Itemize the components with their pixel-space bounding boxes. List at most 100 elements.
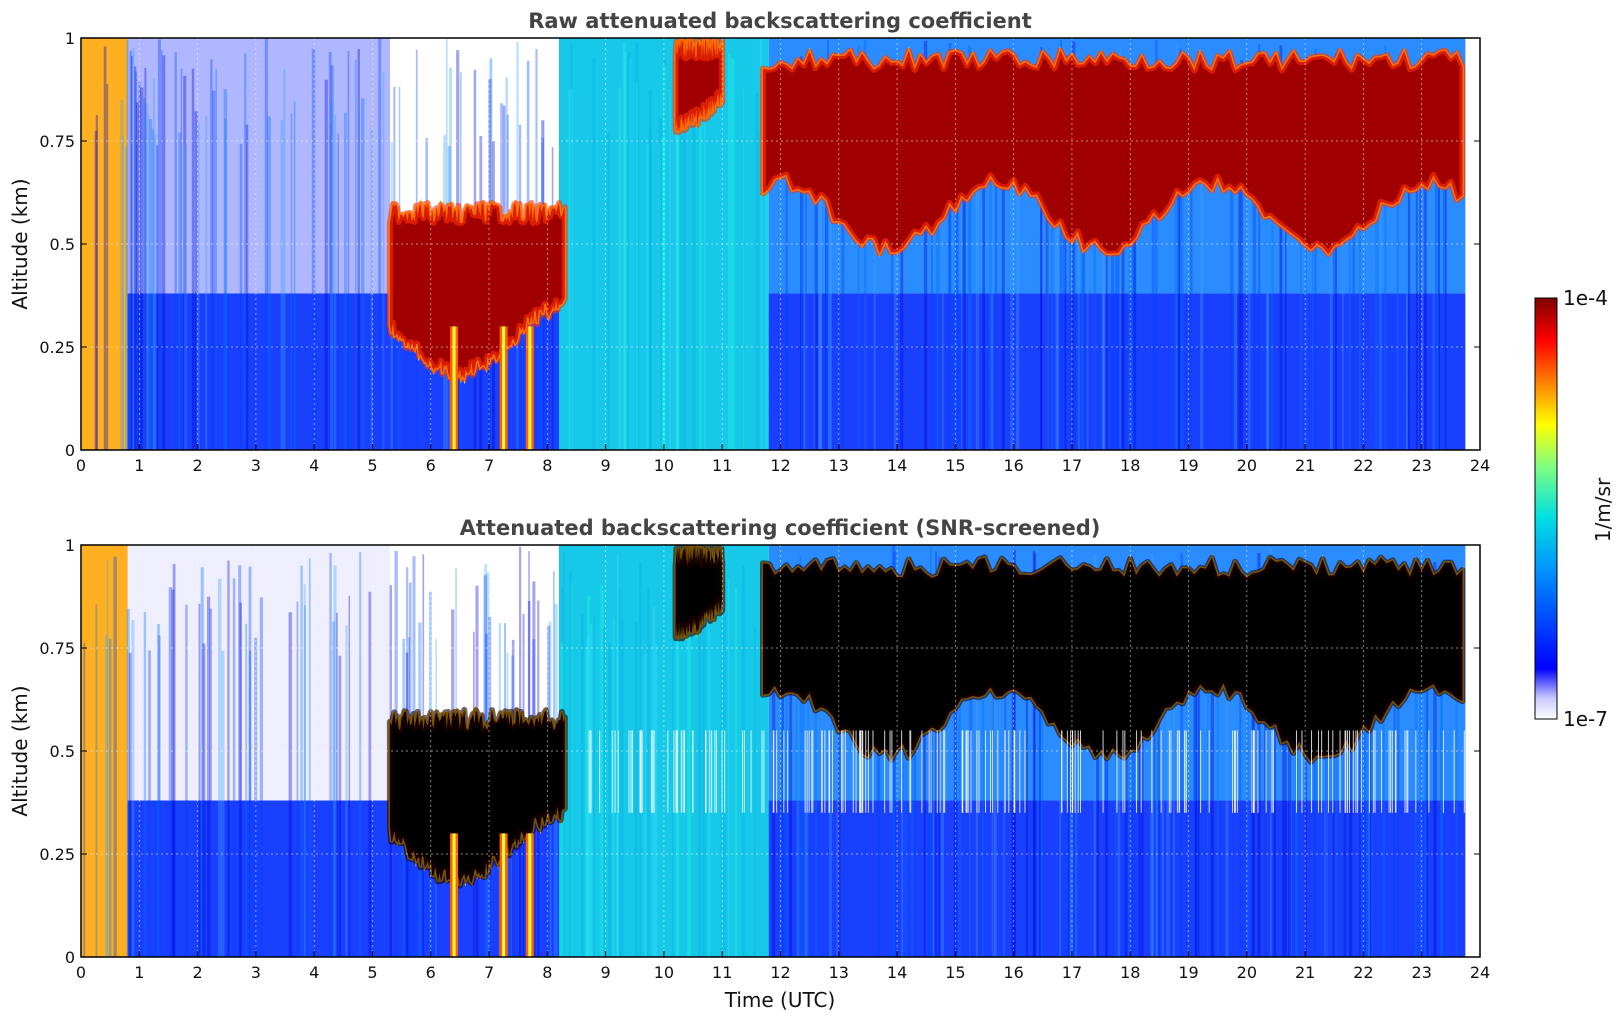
y-tick-label: 0 xyxy=(65,948,75,967)
texture-streak xyxy=(1263,608,1267,957)
texture-streak xyxy=(200,567,204,957)
texture-streak xyxy=(994,135,998,450)
screened-gap xyxy=(872,730,874,813)
screened-gap xyxy=(844,730,846,813)
texture-streak xyxy=(1289,621,1292,957)
texture-streak xyxy=(1151,79,1155,450)
screened-gap xyxy=(939,730,941,813)
texture-streak xyxy=(948,92,951,450)
texture-streak xyxy=(135,71,138,450)
screened-gap xyxy=(884,730,886,813)
x-tick-label: 19 xyxy=(1178,456,1198,475)
texture-streak xyxy=(378,38,382,450)
screened-gap xyxy=(783,730,785,813)
x-tick-label: 1 xyxy=(134,456,144,475)
screened-gap xyxy=(651,730,653,813)
texture-streak xyxy=(1375,84,1379,450)
cloud-core xyxy=(386,200,568,382)
texture-streak xyxy=(616,649,619,957)
texture-streak xyxy=(1062,105,1065,450)
screened-gap xyxy=(773,730,775,813)
texture-streak xyxy=(619,588,621,957)
screened-gap xyxy=(1415,730,1417,813)
texture-streak xyxy=(754,626,756,957)
texture-streak xyxy=(1233,112,1235,450)
texture-streak xyxy=(196,123,200,450)
x-tick-label: 17 xyxy=(1062,963,1082,982)
screened-gap xyxy=(1368,730,1370,813)
screened-gap xyxy=(1344,730,1346,813)
texture-streak xyxy=(1258,44,1261,450)
texture-streak xyxy=(923,40,928,450)
screened-gap xyxy=(962,730,964,813)
texture-streak xyxy=(586,595,591,957)
screened-gap xyxy=(943,730,945,813)
texture-streak xyxy=(663,58,667,450)
texture-streak xyxy=(948,43,952,450)
screened-gap xyxy=(1349,730,1351,813)
x-tick-label: 13 xyxy=(829,963,849,982)
x-tick-label: 11 xyxy=(712,456,732,475)
screened-gap xyxy=(631,730,633,813)
texture-streak xyxy=(329,124,332,450)
screened-gap xyxy=(1124,730,1126,813)
texture-streak xyxy=(238,565,242,957)
screened-gap xyxy=(1236,730,1238,813)
texture-streak xyxy=(144,103,148,450)
y-tick-label: 0.25 xyxy=(39,845,75,864)
texture-streak xyxy=(1271,91,1274,450)
texture-streak xyxy=(814,643,817,957)
texture-streak xyxy=(1059,566,1062,957)
colorbar-min-label: 1e-7 xyxy=(1563,707,1608,731)
texture-streak xyxy=(1082,118,1085,450)
colorbar-unit-label: 1/m/sr xyxy=(1591,477,1615,542)
screened-gap xyxy=(1374,730,1376,813)
texture-streak xyxy=(1067,634,1070,957)
screened-gap xyxy=(1394,730,1396,813)
texture-streak xyxy=(156,145,159,450)
texture-streak xyxy=(300,565,303,957)
texture-streak xyxy=(103,46,107,450)
texture-streak xyxy=(185,604,188,957)
texture-streak xyxy=(1176,42,1178,450)
x-tick-label: 11 xyxy=(712,963,732,982)
texture-streak xyxy=(324,79,328,450)
texture-streak xyxy=(95,114,98,450)
texture-streak xyxy=(1040,47,1043,450)
texture-streak xyxy=(658,118,663,450)
texture-streak xyxy=(975,146,980,450)
screened-gap xyxy=(680,730,682,813)
texture-streak xyxy=(368,591,372,957)
texture-streak xyxy=(1153,622,1156,957)
screened-gap xyxy=(967,730,969,813)
screened-gap xyxy=(1151,730,1153,813)
screened-gap xyxy=(1318,730,1320,813)
y-tick-label: 0.25 xyxy=(39,338,75,357)
texture-streak xyxy=(1055,135,1058,450)
texture-streak xyxy=(568,572,572,957)
texture-streak xyxy=(232,578,236,957)
texture-streak xyxy=(635,42,639,450)
texture-streak xyxy=(891,124,894,450)
texture-streak xyxy=(128,652,132,957)
texture-streak xyxy=(827,117,831,450)
texture-streak xyxy=(826,139,829,450)
texture-streak xyxy=(1179,48,1182,450)
texture-streak xyxy=(841,76,845,450)
texture-streak xyxy=(1240,59,1243,450)
texture-streak xyxy=(1329,97,1333,450)
panel-raw-xticks: 0 1 2 3 4 5 6 7 8 9 10 11 12 13 14 15 16 17 18 19 20 21 22 23 24 xyxy=(76,444,1490,475)
texture-streak xyxy=(1282,590,1285,957)
panel-screened-title: Attenuated backscattering coefficient (S… xyxy=(460,516,1101,540)
texture-streak xyxy=(1139,586,1142,957)
texture-streak xyxy=(804,627,808,957)
texture-streak xyxy=(157,635,161,957)
screened-gap xyxy=(1352,730,1354,813)
texture-streak xyxy=(1433,562,1437,957)
screened-gap xyxy=(741,730,743,813)
texture-streak xyxy=(198,603,201,957)
texture-streak xyxy=(938,557,941,957)
screened-gap xyxy=(1295,730,1297,813)
texture-streak xyxy=(603,627,605,957)
texture-streak xyxy=(789,571,793,957)
